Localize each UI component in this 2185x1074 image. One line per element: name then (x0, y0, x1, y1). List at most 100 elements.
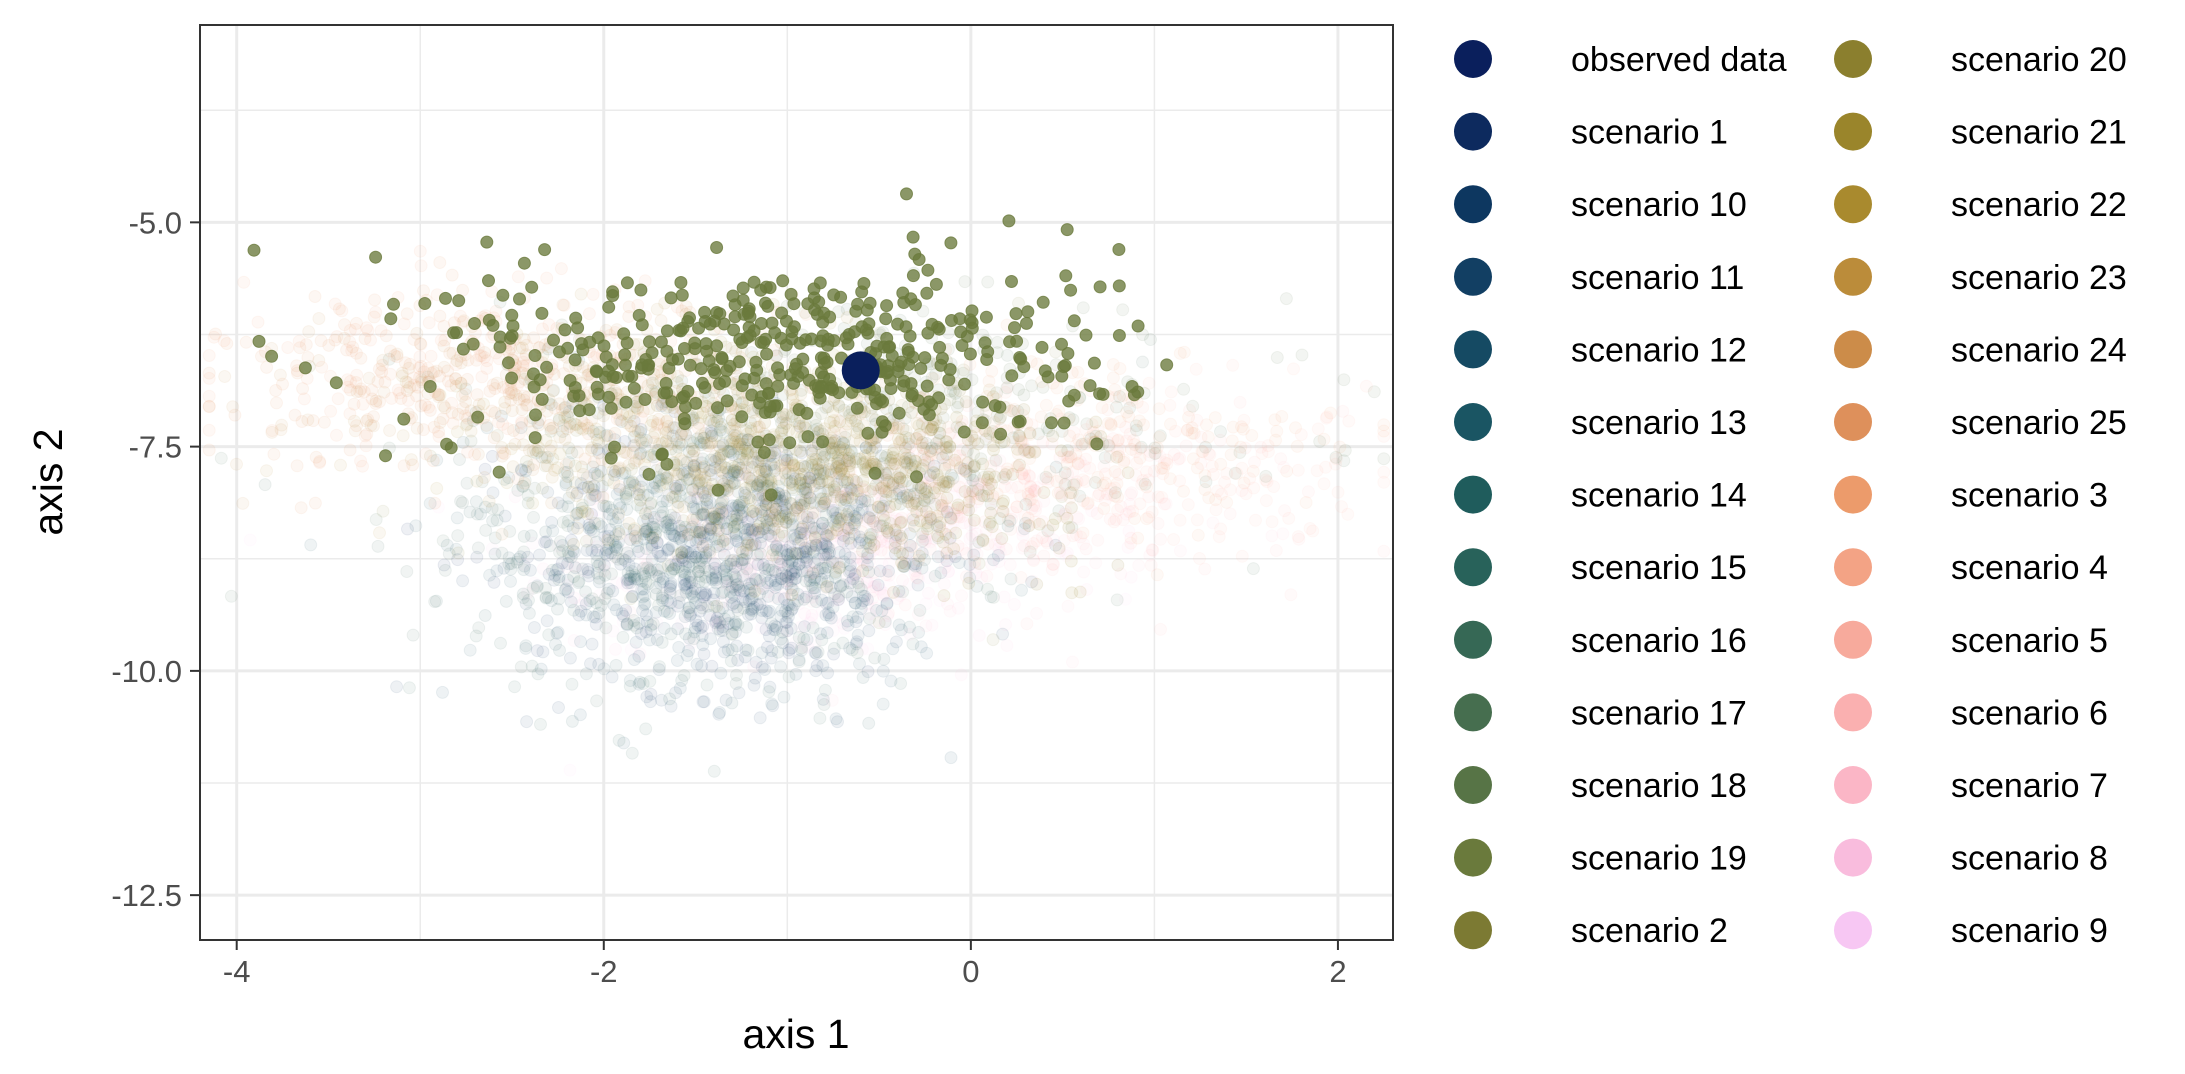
data-point (793, 507, 806, 521)
data-point (808, 636, 822, 650)
data-point (956, 453, 969, 467)
data-point (409, 519, 423, 533)
data-point (851, 628, 865, 642)
data-point (652, 598, 666, 612)
data-point (730, 668, 743, 682)
data-point (690, 657, 704, 671)
data-point (995, 465, 1008, 479)
data-point (1269, 544, 1283, 557)
data-point (816, 435, 830, 449)
data-point (914, 486, 928, 500)
data-point (684, 636, 698, 650)
data-point (571, 321, 585, 335)
data-point (445, 396, 459, 410)
data-point (982, 374, 996, 388)
data-point (1010, 460, 1024, 473)
data-point (963, 518, 977, 532)
data-point (662, 361, 676, 375)
data-point (818, 683, 832, 697)
data-point (943, 538, 957, 552)
data-point (1017, 360, 1031, 374)
data-point (1142, 490, 1156, 504)
data-point (878, 503, 892, 517)
data-point (634, 283, 648, 297)
data-point (902, 554, 916, 568)
data-point (755, 539, 769, 553)
data-point (947, 489, 961, 503)
data-point (874, 543, 888, 557)
data-point (1159, 497, 1173, 511)
data-point (638, 393, 652, 406)
data-point (776, 274, 790, 288)
data-point (663, 692, 677, 706)
data-point (1053, 486, 1067, 500)
data-point (770, 503, 784, 517)
data-point (889, 530, 903, 544)
data-point (552, 701, 565, 714)
data-point (905, 389, 919, 403)
data-point (440, 437, 454, 451)
data-point (1083, 379, 1097, 393)
data-point (1209, 493, 1223, 507)
data-point (871, 520, 885, 534)
data-point (867, 514, 880, 528)
data-point (1015, 467, 1029, 481)
data-point (866, 591, 880, 605)
data-point (1337, 373, 1351, 387)
data-point (1018, 510, 1032, 524)
data-point (451, 546, 465, 560)
data-point (1149, 446, 1163, 460)
data-point (755, 646, 769, 660)
data-point (1072, 433, 1086, 447)
data-point (822, 541, 836, 555)
data-point (629, 479, 643, 493)
data-point (943, 363, 957, 376)
data-point (1209, 503, 1223, 517)
data-point (1076, 473, 1090, 487)
data-point (1224, 448, 1238, 462)
data-point (1171, 452, 1185, 466)
data-point (871, 525, 885, 539)
data-point (887, 585, 900, 599)
data-point (1190, 413, 1204, 427)
data-point (951, 503, 965, 517)
data-point (754, 462, 768, 476)
data-point (884, 536, 898, 550)
data-point (794, 533, 808, 547)
data-point (1022, 518, 1036, 532)
data-point (397, 459, 411, 473)
data-point (906, 230, 920, 244)
data-point (1059, 476, 1073, 490)
data-point (1144, 558, 1158, 572)
data-point (1063, 450, 1077, 463)
data-point (1109, 390, 1123, 404)
data-point (915, 530, 929, 544)
data-point (715, 616, 729, 629)
data-point (1306, 524, 1320, 538)
data-point (789, 546, 803, 560)
data-point (1091, 489, 1105, 503)
data-point (976, 534, 990, 548)
data-point (792, 597, 806, 611)
data-point (850, 558, 864, 572)
data-point (908, 567, 922, 581)
data-point (624, 643, 638, 657)
data-point (1202, 447, 1216, 461)
data-point (1037, 472, 1050, 486)
data-point (1127, 433, 1140, 447)
data-point (686, 583, 700, 597)
data-point (867, 566, 881, 579)
data-point (957, 425, 971, 439)
data-point (936, 535, 950, 549)
data-point (800, 542, 813, 556)
data-point (1106, 432, 1120, 446)
data-point (846, 472, 860, 486)
data-point (650, 399, 664, 413)
data-point (1036, 435, 1050, 449)
data-point (1125, 486, 1139, 500)
data-point (1359, 379, 1373, 393)
data-point (1218, 475, 1232, 489)
data-point (452, 294, 466, 308)
data-point (806, 566, 820, 580)
data-point (1319, 411, 1333, 425)
